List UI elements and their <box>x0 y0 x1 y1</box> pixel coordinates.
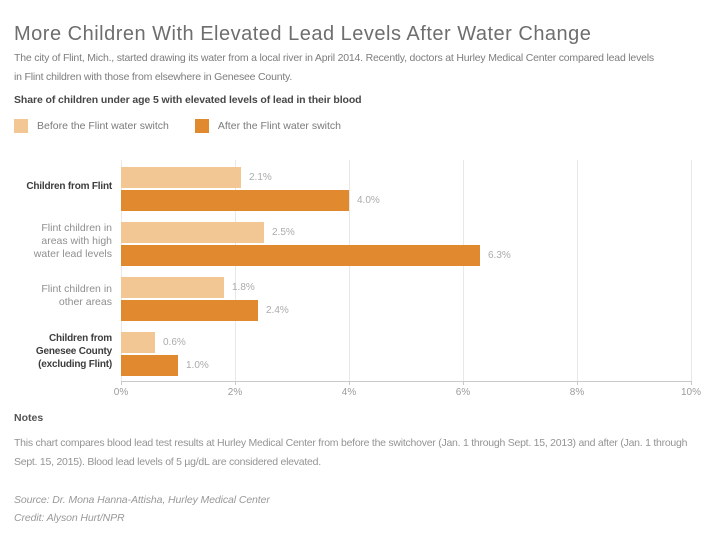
gridline <box>577 160 578 381</box>
axis-tick <box>691 381 692 385</box>
bar-value-label: 1.8% <box>232 282 255 293</box>
bar-before <box>121 277 224 298</box>
source-credit: Source: Dr. Mona Hanna-Attisha, Hurley M… <box>14 491 714 527</box>
legend-label-before: Before the Flint water switch <box>37 120 169 132</box>
bar-value-label: 2.1% <box>249 172 272 183</box>
category-label-line: water lead levels <box>33 247 112 260</box>
page-title: More Children With Elevated Lead Levels … <box>14 23 592 46</box>
axis-tick-label: 8% <box>569 387 585 398</box>
gridline <box>691 160 692 381</box>
gridline <box>235 160 236 381</box>
bar-before <box>121 332 155 353</box>
category-label-line: Children from Flint <box>26 180 112 192</box>
notes-body: This chart compares blood lead test resu… <box>14 434 714 472</box>
bar-value-label: 1.0% <box>186 360 209 371</box>
subtitle-line-2: in Flint children with those from elsewh… <box>14 70 293 83</box>
category-label: Flint children in areas with high water le… <box>14 222 112 266</box>
source-line: Source: Dr. Mona Hanna-Attisha, Hurley M… <box>14 494 270 506</box>
subtitle-line-1: The city of Flint, Mich., started drawin… <box>14 51 654 64</box>
bar-after <box>121 245 480 266</box>
category-label-line: Genesee County <box>35 345 112 357</box>
bar-value-label: 0.6% <box>163 337 186 348</box>
gridline <box>463 160 464 381</box>
notes-section: Notes This chart compares blood lead tes… <box>14 412 714 527</box>
bar-value-label: 2.4% <box>266 305 289 316</box>
category-label: Children from Genesee County (excluding Fl… <box>14 332 112 376</box>
bar-chart: 0% 2% 4% 6% 8% 10% Children from Flint Flint ch… <box>14 160 714 405</box>
category-label-line: Flint children in <box>41 221 112 234</box>
axis-tick <box>121 381 122 385</box>
x-axis <box>121 381 692 382</box>
category-label-line: other areas <box>58 296 112 308</box>
gridline <box>121 160 122 381</box>
bar-value-label: 2.5% <box>272 227 295 238</box>
axis-tick-label: 6% <box>455 387 471 398</box>
axis-tick-label: 10% <box>680 387 702 398</box>
bar-value-label: 6.3% <box>488 250 511 261</box>
axis-tick-label: 4% <box>341 387 357 398</box>
notes-line-1: This chart compares blood lead test resu… <box>14 437 688 449</box>
category-label-line: (excluding Flint) <box>38 358 112 370</box>
bar-value-label: 4.0% <box>357 195 380 206</box>
bar-after <box>121 190 349 211</box>
legend-swatch-before <box>14 119 28 133</box>
notes-line-2: Sept. 15, 2015). Blood lead levels of 5 … <box>14 456 321 468</box>
legend-item-after: After the Flint water switch <box>194 119 342 133</box>
bar-before <box>121 222 264 243</box>
category-label-line: areas with high <box>41 234 112 247</box>
axis-tick <box>463 381 464 385</box>
chart-section-title: Share of children under age 5 with eleva… <box>14 94 362 106</box>
bar-after <box>121 300 258 321</box>
category-label-line: Flint children in <box>41 283 112 295</box>
axis-tick <box>349 381 350 385</box>
credit-line: Credit: Alyson Hurt/NPR <box>14 512 125 524</box>
axis-tick <box>235 381 236 385</box>
legend-item-before: Before the Flint water switch <box>14 119 169 133</box>
bar-before <box>121 167 241 188</box>
legend-label-after: After the Flint water switch <box>217 120 342 132</box>
notes-heading: Notes <box>14 412 44 424</box>
category-label: Flint children in other areas <box>14 277 112 321</box>
gridline <box>349 160 350 381</box>
axis-tick-label: 2% <box>227 387 243 398</box>
legend-swatch-after <box>194 119 209 133</box>
category-label-line: Children from <box>49 332 112 344</box>
chart-subtitle: The city of Flint, Mich., started drawin… <box>14 49 654 87</box>
bar-after <box>121 355 178 376</box>
legend: Before the Flint water switch After the … <box>14 119 341 133</box>
axis-tick <box>577 381 578 385</box>
category-label: Children from Flint <box>14 167 112 211</box>
axis-tick-label: 0% <box>113 387 129 398</box>
